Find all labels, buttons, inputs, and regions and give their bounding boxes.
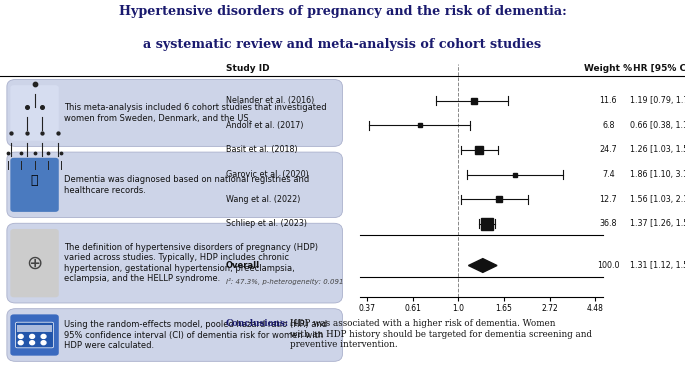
FancyBboxPatch shape (10, 229, 59, 297)
Bar (17, 325, 52, 332)
Text: Andolf et al. (2017): Andolf et al. (2017) (226, 121, 303, 130)
Text: 36.8: 36.8 (599, 219, 617, 228)
FancyBboxPatch shape (10, 314, 59, 356)
Text: 🧠: 🧠 (31, 174, 38, 187)
Text: Conclusions:: Conclusions: (226, 319, 289, 328)
FancyBboxPatch shape (10, 158, 59, 212)
FancyBboxPatch shape (10, 85, 59, 141)
Text: 11.6: 11.6 (599, 96, 617, 105)
Text: 6.8: 6.8 (602, 121, 614, 130)
Text: 100.0: 100.0 (597, 261, 619, 270)
Text: HDP was associated with a higher risk of dementia. Women
with an HDP history sho: HDP was associated with a higher risk of… (290, 319, 592, 349)
Circle shape (29, 334, 34, 338)
FancyBboxPatch shape (7, 80, 342, 146)
Circle shape (18, 341, 23, 345)
Text: Overall: Overall (226, 261, 260, 270)
Text: ⊕: ⊕ (26, 254, 42, 273)
Text: 1.86 [1.10, 3.15]: 1.86 [1.10, 3.15] (630, 170, 685, 179)
Text: I²: 47.3%, p-heterogeneity: 0.091: I²: 47.3%, p-heterogeneity: 0.091 (226, 278, 344, 285)
Text: 1.31 [1.12, 1.53]: 1.31 [1.12, 1.53] (630, 261, 685, 270)
Text: Schliep et al. (2023): Schliep et al. (2023) (226, 219, 307, 228)
Circle shape (41, 334, 46, 338)
Text: Garovic et al. (2020): Garovic et al. (2020) (226, 170, 309, 179)
Text: 7.4: 7.4 (602, 170, 614, 179)
Circle shape (29, 341, 34, 345)
FancyBboxPatch shape (7, 309, 342, 361)
Text: 1.56 [1.03, 2.15]: 1.56 [1.03, 2.15] (630, 195, 685, 204)
Text: Weight %: Weight % (584, 64, 632, 73)
Text: 1.19 [0.79, 1.73]: 1.19 [0.79, 1.73] (630, 96, 685, 105)
Text: 0.66 [0.38, 1.14]: 0.66 [0.38, 1.14] (630, 121, 685, 130)
Text: The definition of hypertensive disorders of pregnancy (HDP)
varied across studie: The definition of hypertensive disorders… (64, 243, 318, 283)
Circle shape (41, 341, 46, 345)
Text: Basit et al. (2018): Basit et al. (2018) (226, 145, 298, 154)
FancyBboxPatch shape (7, 223, 342, 303)
FancyBboxPatch shape (16, 322, 53, 348)
Text: Wang et al. (2022): Wang et al. (2022) (226, 195, 301, 204)
Text: 12.7: 12.7 (599, 195, 617, 204)
FancyBboxPatch shape (7, 152, 342, 218)
Text: Dementia was diagnosed based on national registries and
healthcare records.: Dementia was diagnosed based on national… (64, 175, 309, 195)
Text: a systematic review and meta-analysis of cohort studies: a systematic review and meta-analysis of… (143, 38, 542, 51)
Circle shape (16, 166, 53, 197)
Text: 24.7: 24.7 (599, 145, 617, 154)
Circle shape (18, 334, 23, 338)
Text: HR [95% CI]: HR [95% CI] (633, 64, 685, 73)
Text: Nelander et al. (2016): Nelander et al. (2016) (226, 96, 314, 105)
Text: 1.26 [1.03, 1.54]: 1.26 [1.03, 1.54] (630, 145, 685, 154)
Text: 1.37 [1.26, 1.50]: 1.37 [1.26, 1.50] (630, 219, 685, 228)
Text: This meta-analysis included 6 cohort studies that investigated
women from Sweden: This meta-analysis included 6 cohort stu… (64, 103, 327, 123)
Text: Hypertensive disorders of pregnancy and the risk of dementia:: Hypertensive disorders of pregnancy and … (119, 5, 566, 19)
Polygon shape (469, 259, 497, 272)
Text: Using the random-effects model, pooled hazard ratio (HR) and
95% confidence inte: Using the random-effects model, pooled h… (64, 320, 327, 350)
Text: Study ID: Study ID (226, 64, 270, 73)
